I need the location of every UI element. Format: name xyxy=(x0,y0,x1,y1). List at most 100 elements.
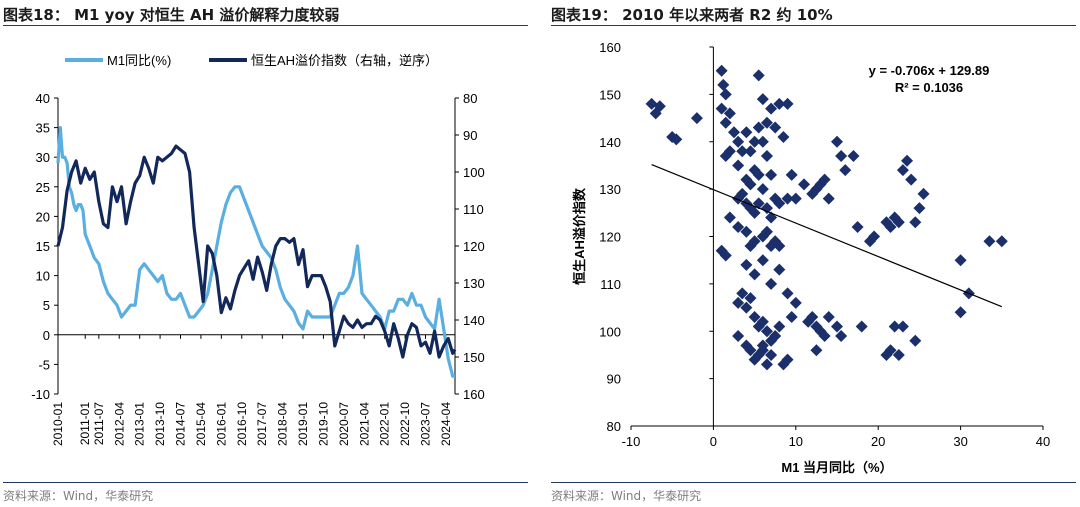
data-point xyxy=(752,197,765,210)
y-tick-label-right: 160 xyxy=(463,387,485,402)
data-point xyxy=(666,131,679,144)
x-tick-label: 2010-01 xyxy=(51,402,65,446)
data-point xyxy=(773,320,786,333)
chart-panel-right: 图表19： 2010 年以来两者 R2 约 10% 80 90 100 110 120 1… xyxy=(551,0,1076,507)
x-tick-label: 20 xyxy=(871,434,885,449)
data-point xyxy=(765,211,778,224)
x-tick-label: 2011-01 xyxy=(78,402,92,445)
data-point xyxy=(901,154,914,167)
data-point xyxy=(765,277,778,290)
data-point xyxy=(814,178,827,191)
series-line-ah-premium xyxy=(56,144,457,359)
data-point xyxy=(769,121,782,134)
data-point xyxy=(835,149,848,162)
x-tick-label: 30 xyxy=(953,434,967,449)
data-point xyxy=(773,97,786,110)
data-point xyxy=(653,100,666,113)
data-point xyxy=(719,88,732,101)
data-point xyxy=(760,149,773,162)
data-point xyxy=(892,348,905,361)
y-tick-label-left: 20 xyxy=(36,209,50,224)
y-tick-label-left: -10 xyxy=(31,387,50,402)
x-tick-label: 2012-04 xyxy=(112,402,126,446)
data-point xyxy=(896,320,909,333)
x-tick-label: 2021-04 xyxy=(357,402,371,446)
data-point xyxy=(740,225,753,238)
data-point xyxy=(781,287,794,300)
y-tick-label: 130 xyxy=(599,182,621,197)
y-tick-label-right: 150 xyxy=(463,350,485,365)
data-point xyxy=(802,315,815,328)
data-point xyxy=(736,145,749,158)
data-point xyxy=(756,135,769,148)
data-point xyxy=(732,329,745,342)
data-point xyxy=(839,164,852,177)
x-tick-label: 2022-01 xyxy=(378,402,392,446)
trendline xyxy=(651,164,1003,308)
data-point xyxy=(765,239,778,252)
y-tick-label-right: 100 xyxy=(463,165,485,180)
data-point xyxy=(756,93,769,106)
data-point xyxy=(781,353,794,366)
data-point xyxy=(818,173,831,186)
x-axis-title: M1 当月同比（%） xyxy=(781,460,892,475)
source-note: 资料来源：Wind，华泰研究 xyxy=(3,489,154,503)
data-point xyxy=(744,145,757,158)
data-point xyxy=(719,116,732,129)
x-tick-label: 0 xyxy=(710,434,717,449)
data-point xyxy=(806,187,819,200)
x-tick-label: 2020-07 xyxy=(337,402,351,446)
data-point xyxy=(983,235,996,248)
y-tick-label-left: 40 xyxy=(36,91,50,106)
data-point xyxy=(789,296,802,309)
data-point xyxy=(732,296,745,309)
data-point xyxy=(913,202,926,215)
data-point xyxy=(765,334,778,347)
data-point xyxy=(781,192,794,205)
x-tick-label: -10 xyxy=(622,434,641,449)
x-tick-label: 2019-10 xyxy=(316,402,330,446)
title-rule xyxy=(551,25,1076,26)
data-point xyxy=(740,301,753,314)
data-point xyxy=(760,225,773,238)
data-point xyxy=(748,135,761,148)
y-tick-label-left: 10 xyxy=(36,269,50,284)
data-point xyxy=(719,249,732,262)
y-tick-label-right: 130 xyxy=(463,276,485,291)
data-point xyxy=(760,116,773,129)
data-point xyxy=(954,254,967,267)
data-point xyxy=(773,197,786,210)
y-tick-label-left: 15 xyxy=(36,239,50,254)
data-point xyxy=(814,325,827,338)
x-tick-label: 2016-10 xyxy=(235,402,249,446)
x-tick-label: 2013-01 xyxy=(133,402,147,446)
legend-label-m1: M1同比(%) xyxy=(107,53,171,68)
data-point xyxy=(831,135,843,148)
y-tick-label-right: 90 xyxy=(463,128,477,143)
data-point xyxy=(748,268,761,281)
x-tick-label: 2017-07 xyxy=(255,402,269,446)
data-point xyxy=(769,235,782,248)
y-axis-title: 恒生AH溢价指数 xyxy=(572,187,587,285)
data-point xyxy=(954,306,967,319)
x-tick-label: 2015-04 xyxy=(194,402,208,446)
data-point xyxy=(760,358,773,371)
x-tick-label: 10 xyxy=(789,434,803,449)
data-point xyxy=(715,102,728,115)
data-point xyxy=(740,126,753,139)
chart-title: 图表19： 2010 年以来两者 R2 约 10% xyxy=(551,6,833,24)
data-point xyxy=(719,149,732,162)
y-tick-label-left: -5 xyxy=(38,357,50,372)
data-point xyxy=(769,329,782,342)
data-point xyxy=(690,112,703,125)
data-point xyxy=(748,235,761,248)
data-point xyxy=(810,320,823,333)
data-point xyxy=(917,187,930,200)
y-tick-label-left: 35 xyxy=(36,121,50,136)
data-point xyxy=(756,339,769,352)
data-point xyxy=(670,133,683,146)
y-tick-label: 120 xyxy=(599,230,621,245)
y-tick-label: 100 xyxy=(599,324,621,339)
data-point xyxy=(884,344,897,357)
x-tick-label: 2016-01 xyxy=(214,402,228,446)
